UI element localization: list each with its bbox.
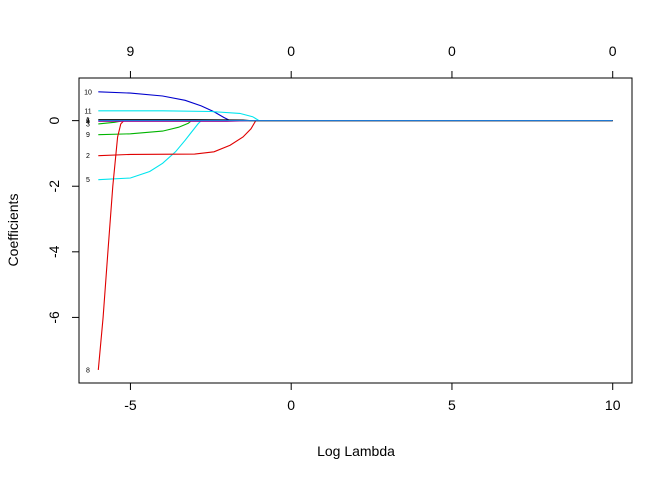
- y-axis-title: Coefficients: [5, 194, 21, 267]
- x-tick-label: 10: [605, 397, 621, 413]
- series-line-10: [98, 91, 613, 122]
- top-axis: 9 0 0 0: [127, 43, 617, 78]
- y-axis: 0 -2 -4 -6: [46, 117, 79, 324]
- top-tick-label: 0: [287, 43, 295, 59]
- series-label-8: 8: [86, 367, 90, 374]
- top-tick-label: 9: [127, 43, 135, 59]
- series-lines: [97, 91, 613, 370]
- series-label-5: 5: [86, 177, 90, 184]
- series-line-8: [97, 120, 613, 370]
- series-line-11: [98, 110, 613, 122]
- series-line-5: [98, 120, 613, 181]
- series-label-3: 3: [86, 121, 90, 128]
- x-axis: -5 0 5 10: [124, 383, 621, 413]
- y-tick-label: -6: [46, 311, 62, 324]
- x-tick-label: -5: [124, 397, 137, 413]
- series-label-9: 9: [86, 132, 90, 139]
- x-axis-title: Log Lambda: [317, 443, 395, 459]
- y-tick-label: 0: [46, 117, 62, 125]
- series-line-9: [98, 120, 613, 136]
- series-line-2: [98, 120, 613, 157]
- series-label-1: 1: [86, 117, 90, 124]
- x-tick-label: 5: [448, 397, 456, 413]
- y-tick-label: -2: [46, 180, 62, 193]
- y-tick-label: -4: [46, 245, 62, 258]
- series-label-6: 6: [86, 118, 90, 125]
- series-label-11: 11: [84, 108, 91, 115]
- top-tick-label: 0: [448, 43, 456, 59]
- series-label-4: 4: [86, 119, 90, 126]
- plot-frame: [78, 77, 633, 384]
- series-label-10: 10: [84, 89, 92, 96]
- x-tick-label: 0: [287, 397, 295, 413]
- series-label-2: 2: [86, 153, 90, 160]
- top-tick-label: 0: [609, 43, 617, 59]
